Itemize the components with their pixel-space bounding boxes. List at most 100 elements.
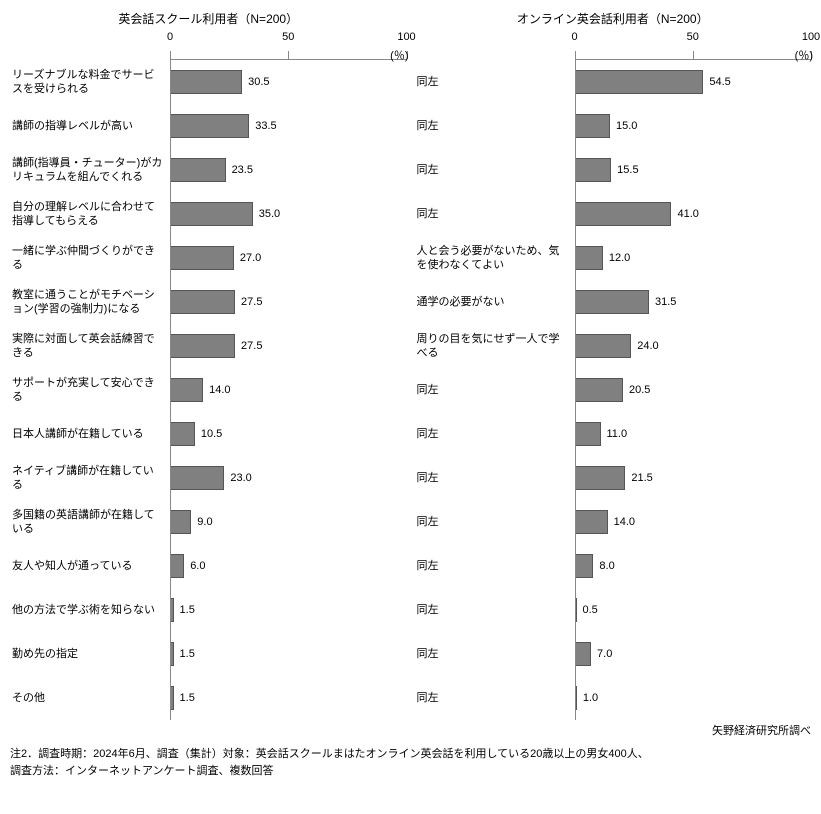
row-label: 同左 [415,427,575,441]
row-label: 同左 [415,75,575,89]
bar-value: 7.0 [597,648,612,660]
chart-row: 自分の理解レベルに合わせて指導してもらえる 35.0 [10,192,407,236]
bar-value: 6.0 [190,560,205,572]
bar [170,114,249,138]
bar [170,554,184,578]
axis-tick: 100 [802,31,820,43]
bar-value: 23.5 [232,164,253,176]
chart-row: 同左0.5 [415,588,812,632]
row-plot: 6.0 [170,544,407,588]
chart-row: 同左1.0 [415,676,812,720]
bar-value: 41.0 [677,208,698,220]
row-label: 講師の指導レベルが高い [10,119,170,133]
row-label: 多国籍の英語講師が在籍している [10,508,170,537]
bar [170,70,242,94]
row-label: 友人や知人が通っている [10,559,170,573]
bar [575,642,592,666]
bar-value: 27.5 [241,296,262,308]
left-rows: リーズナブルな料金でサービスを受けられる30.5講師の指導レベルが高い33.5講… [10,60,407,720]
left-panel: 英会話スクール利用者（N=200） 050100 (％) リーズナブルな料金でサ… [10,10,407,720]
chart-row: 実際に対面して英会話練習できる27.5 [10,324,407,368]
bar-value: 20.5 [629,384,650,396]
row-plot: 7.0 [575,632,812,676]
row-plot: 1.5 [170,632,407,676]
bar [170,246,234,270]
row-plot: 9.0 [170,500,407,544]
bar-value: 9.0 [197,516,212,528]
chart-row: 友人や知人が通っている 6.0 [10,544,407,588]
chart-row: 教室に通うことがモチベーション(学習の強制力)になる 27.5 [10,280,407,324]
row-plot: 12.0 [575,236,812,280]
axis-tick: 50 [687,31,699,43]
bar [575,466,626,490]
bar-value: 27.0 [240,252,261,264]
row-label: 勤め先の指定 [10,647,170,661]
row-label: 自分の理解レベルに合わせて指導してもらえる [10,200,170,229]
row-plot: 14.0 [170,368,407,412]
bar-value: 33.5 [255,120,276,132]
bar-value: 12.0 [609,252,630,264]
chart-row: 周りの目を気にせず一人で学べる24.0 [415,324,812,368]
bar-value: 0.5 [583,604,598,616]
row-plot: 31.5 [575,280,812,324]
bar-value: 35.0 [259,208,280,220]
row-plot: 54.5 [575,60,812,104]
chart-row: 同左 8.0 [415,544,812,588]
right-rows: 同左54.5同左15.0同左15.5同左41.0人と会う必要がないため、気を使わ… [415,60,812,720]
bar-value: 31.5 [655,296,676,308]
bar-value: 21.5 [631,472,652,484]
row-plot: 14.0 [575,500,812,544]
row-plot: 23.0 [170,456,407,500]
chart-row: その他1.5 [10,676,407,720]
bar-value: 1.5 [180,604,195,616]
bar [575,334,632,358]
row-plot: 41.0 [575,192,812,236]
chart-row: 同左 20.5 [415,368,812,412]
row-plot: 8.0 [575,544,812,588]
bar [170,202,253,226]
bar [575,554,594,578]
bar-value: 54.5 [709,76,730,88]
row-plot: 27.0 [170,236,407,280]
row-plot: 15.5 [575,148,812,192]
chart-row: 同左 14.0 [415,500,812,544]
row-label: リーズナブルな料金でサービスを受けられる [10,68,170,97]
bar-value: 15.5 [617,164,638,176]
bar-value: 24.0 [637,340,658,352]
axis-tick: 50 [282,31,294,43]
chart-row: 他の方法で学ぶ術を知らない1.5 [10,588,407,632]
row-plot: 1.5 [170,676,407,720]
attribution: 矢野経済研究所調べ [10,722,811,738]
bar [170,334,235,358]
bar-value: 14.0 [614,516,635,528]
chart-row: 人と会う必要がないため、気を使わなくてよい12.0 [415,236,812,280]
row-plot: 35.0 [170,192,407,236]
row-plot: 1.0 [575,676,812,720]
axis-tick: 0 [167,31,173,43]
row-label: 教室に通うことがモチベーション(学習の強制力)になる [10,288,170,317]
footer-note: 注2．調査時期：2024年6月、調査（集計）対象：英会話スクールまはたオンライン… [10,746,811,779]
row-label: 同左 [415,119,575,133]
row-plot: 11.0 [575,412,812,456]
row-label: 講師(指導員・チューター)がカリキュラムを組んでくれる [10,156,170,185]
bar-value: 1.5 [180,692,195,704]
bar [575,378,623,402]
row-label: 日本人講師が在籍している [10,427,170,441]
row-plot: 23.5 [170,148,407,192]
row-label: ネイティブ講師が在籍している [10,464,170,493]
row-label: 同左 [415,383,575,397]
chart-row: 勤め先の指定 1.5 [10,632,407,676]
bar-value: 1.5 [180,648,195,660]
chart-row: 日本人講師が在籍している10.5 [10,412,407,456]
row-plot: 24.0 [575,324,812,368]
row-plot: 0.5 [575,588,812,632]
row-label: 同左 [415,559,575,573]
chart-row: 多国籍の英語講師が在籍している 9.0 [10,500,407,544]
row-label: 同左 [415,691,575,705]
row-label: 同左 [415,515,575,529]
bar-value: 8.0 [599,560,614,572]
row-label: 同左 [415,647,575,661]
bar [170,422,195,446]
row-label: 一緒に学ぶ仲間づくりができる [10,244,170,273]
chart-row: 同左11.0 [415,412,812,456]
